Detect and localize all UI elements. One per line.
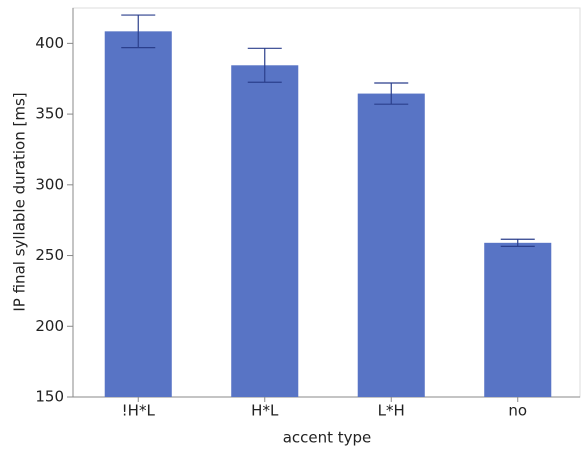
bar [231,65,299,397]
x-axis-label: accent type [283,429,372,447]
y-tick-label: 400 [35,34,64,52]
x-tick-label: H*L [251,402,279,420]
error-bar [247,47,282,83]
error-bar [121,14,156,49]
bar [357,93,425,397]
y-tick-label: 200 [35,317,64,335]
bar [104,31,172,398]
error-bar [374,82,409,105]
x-tick-label: no [508,402,527,420]
y-tick-label: 150 [35,388,64,406]
y-tick-label: 300 [35,175,64,193]
error-bar [500,238,535,247]
y-tick-label: 250 [35,246,64,264]
y-tick-label: 350 [35,105,64,123]
bar [484,242,552,397]
x-tick-label: L*H [378,402,405,420]
x-tick-label: !H*L [122,402,156,420]
y-axis-label: IP final syllable duration [ms] [11,92,29,311]
